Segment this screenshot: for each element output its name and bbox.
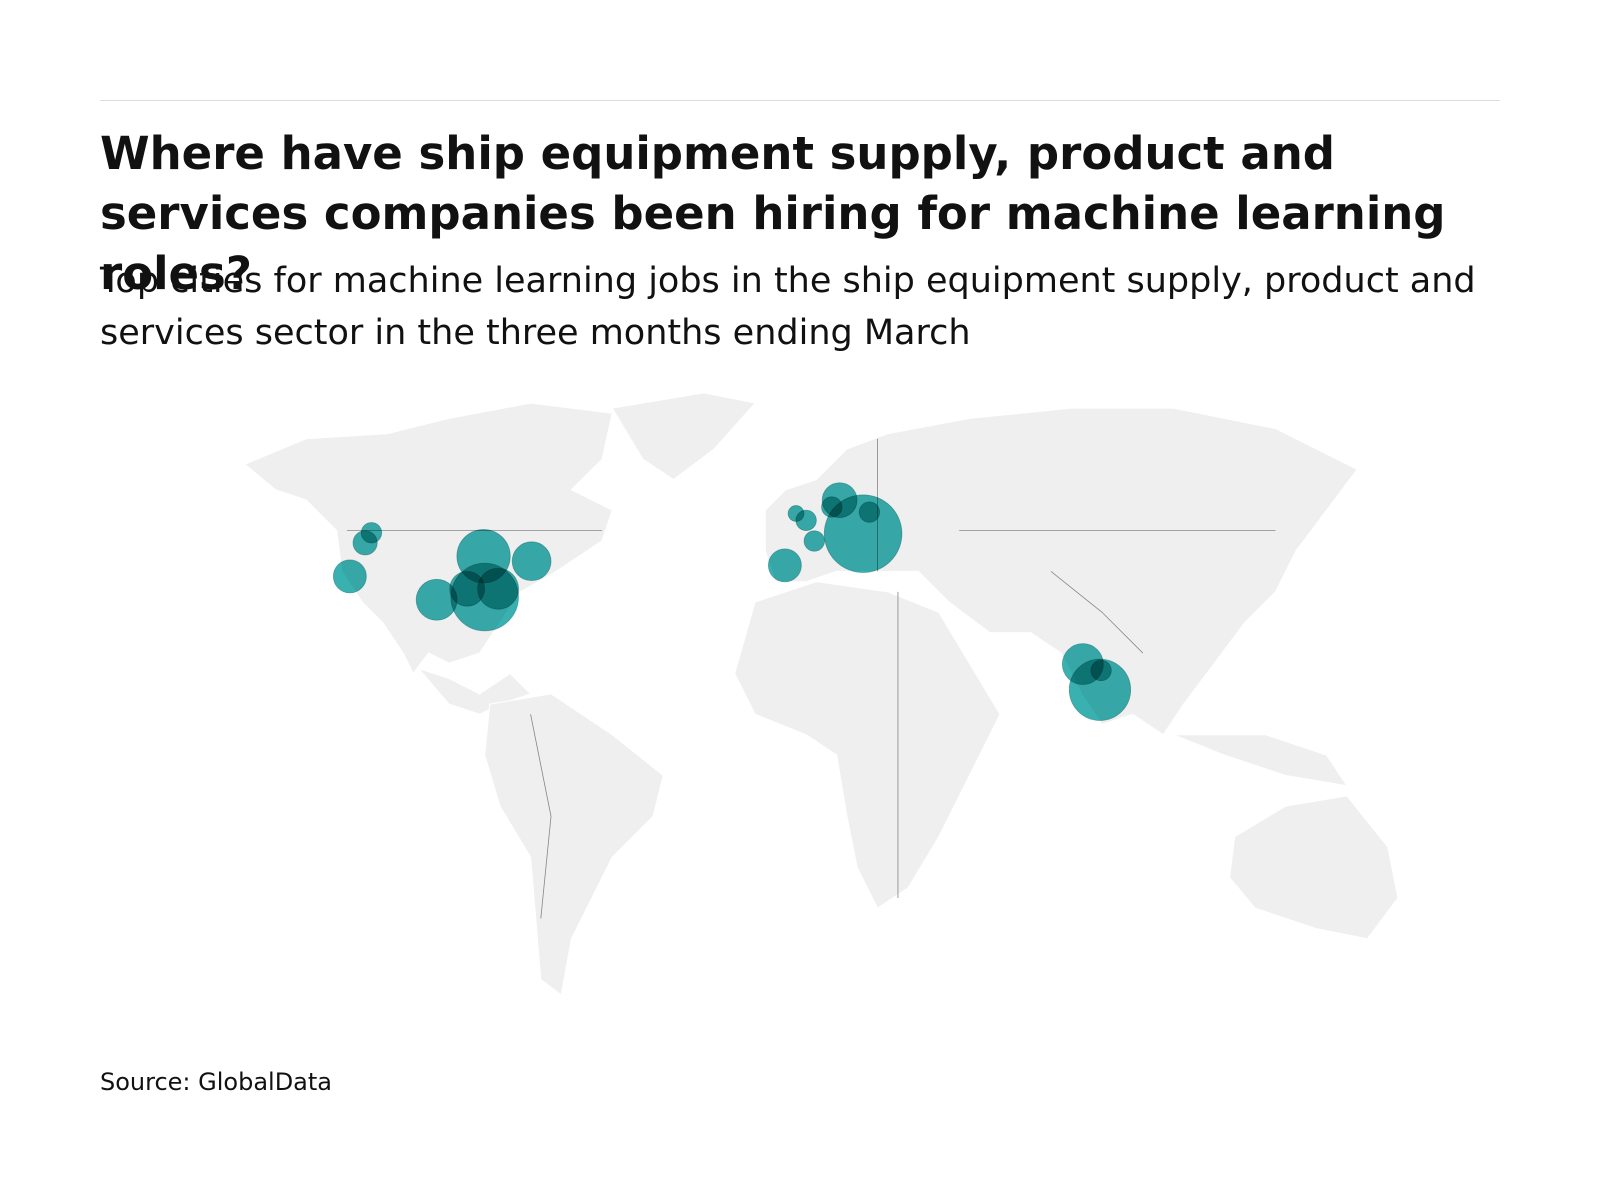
chart-subtitle: Top cities for machine learning jobs in … — [100, 261, 1476, 353]
greenland — [611, 392, 757, 481]
city-bubble — [1090, 659, 1112, 682]
source-note: Source: GlobalData — [100, 1068, 333, 1096]
southeast-asia — [1173, 734, 1349, 787]
city-bubble — [1068, 658, 1132, 721]
city-bubble — [803, 530, 825, 552]
top-rule — [100, 100, 1500, 101]
city-bubble — [352, 530, 378, 556]
city-bubble — [332, 559, 367, 594]
bubbles — [332, 482, 1132, 721]
africa — [734, 581, 1001, 909]
city-bubble — [795, 509, 817, 531]
city-bubble — [477, 567, 519, 610]
north-america — [243, 402, 613, 675]
chart-title: Where have ship equipment supply, produc… — [100, 127, 1446, 300]
land — [243, 392, 1399, 996]
city-bubble — [767, 548, 802, 583]
city-bubble — [821, 496, 843, 518]
city-bubble — [858, 501, 881, 523]
city-bubble — [823, 494, 903, 573]
city-bubble — [511, 541, 552, 582]
south-america — [484, 693, 664, 996]
australia — [1229, 795, 1399, 940]
